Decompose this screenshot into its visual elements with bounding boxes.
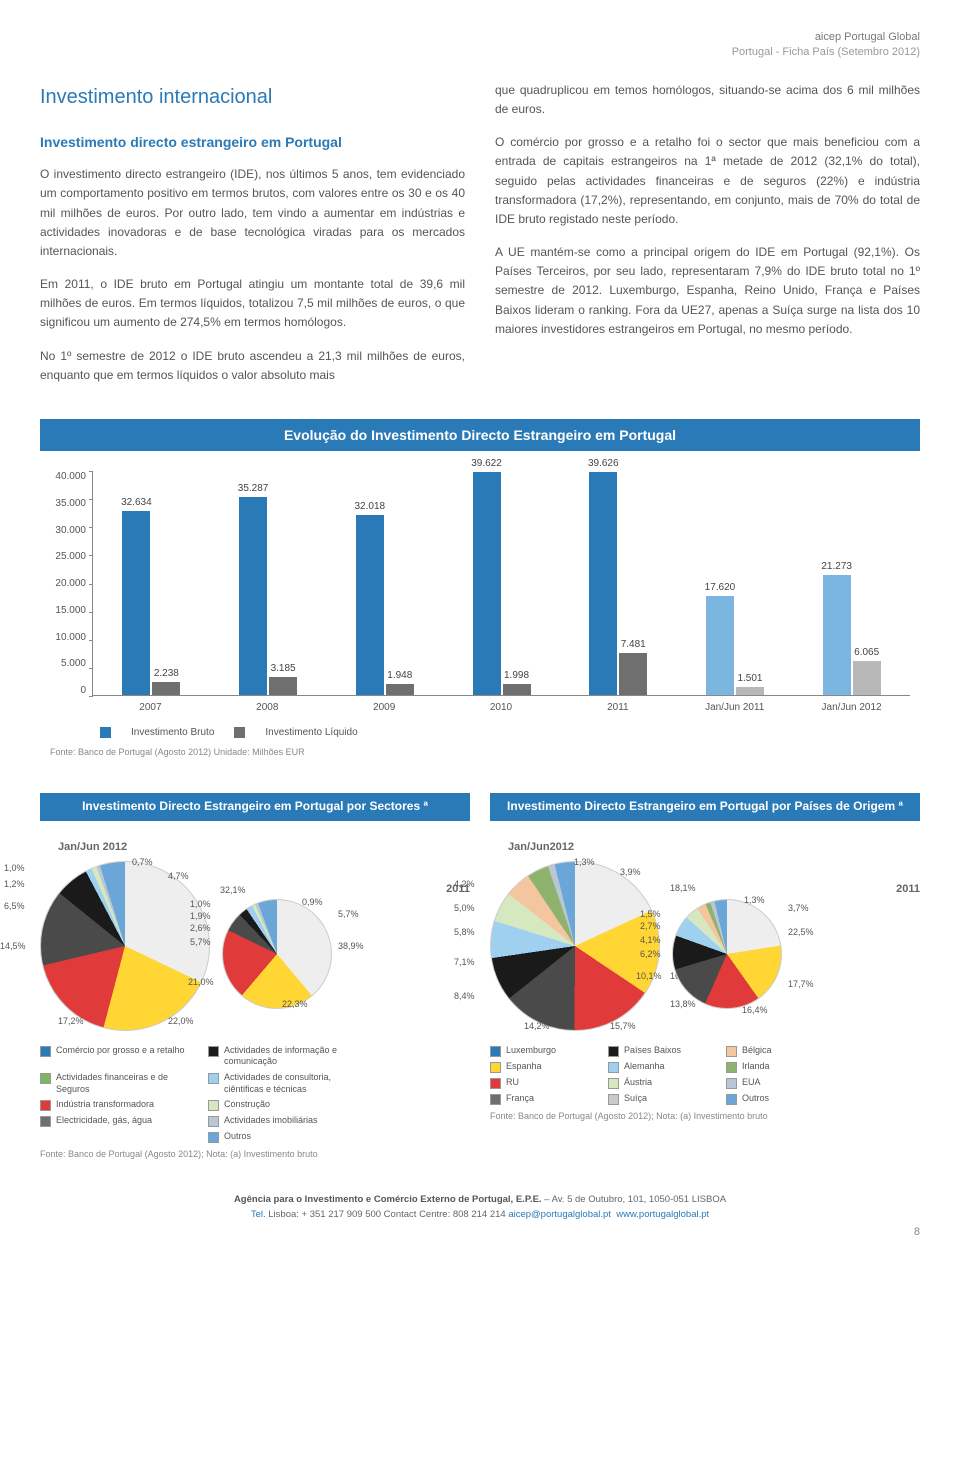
footer-site[interactable]: www.portugalglobal.pt bbox=[616, 1209, 709, 1220]
bar-legend: Investimento BrutoInvestimento Líquido bbox=[100, 727, 910, 741]
legend-countries: LuxemburgoPaíses BaixosBélgicaEspanhaAle… bbox=[490, 1045, 920, 1105]
panel-sectors: Investimento Directo Estrangeiro em Port… bbox=[40, 783, 470, 1169]
panel-source: Fonte: Banco de Portugal (Agosto 2012); … bbox=[40, 1149, 470, 1159]
pie-sectors-2012: 32,1%22,0%17,2%14,5%6,5%1,2%1,0%0,7%4,7% bbox=[40, 861, 210, 1031]
left-column: Investimento internacional Investimento … bbox=[40, 81, 465, 399]
para: No 1º semestre de 2012 o IDE bruto ascen… bbox=[40, 347, 465, 385]
panel-title: Investimento Directo Estrangeiro em Port… bbox=[490, 793, 920, 821]
pie-countries-2011: 22,5%17,7%16,4%13,8%10,1%6,2%4,1%2,7%1,5… bbox=[672, 899, 782, 1009]
footer-tel-label: Tel. bbox=[251, 1209, 266, 1220]
para: Em 2011, o IDE bruto em Portugal atingiu… bbox=[40, 275, 465, 333]
section-title: Investimento internacional bbox=[40, 81, 465, 113]
panel-source: Fonte: Banco de Portugal (Agosto 2012); … bbox=[490, 1111, 920, 1121]
x-axis: 20072008200920102011Jan/Jun 2011Jan/Jun … bbox=[92, 696, 910, 713]
footer-email[interactable]: aicep@portugalglobal.pt bbox=[508, 1209, 611, 1220]
page-footer: Agência para o Investimento e Comércio E… bbox=[40, 1193, 920, 1222]
right-column: que quadruplicou em temos homólogos, sit… bbox=[495, 81, 920, 399]
y-axis: 40.00035.00030.00025.00020.00015.00010.0… bbox=[50, 471, 92, 696]
pie-period: Jan/Jun2012 bbox=[508, 841, 920, 853]
header-line1: aicep Portugal Global bbox=[40, 30, 920, 45]
pie-year: 2011 bbox=[672, 883, 920, 895]
plot-area: 32.6342.23835.2873.18532.0181.94839.6221… bbox=[92, 471, 910, 696]
footer-phones: Lisboa: + 351 217 909 500 Contact Centre… bbox=[266, 1209, 509, 1220]
panel-countries: Investimento Directo Estrangeiro em Port… bbox=[490, 783, 920, 1169]
footer-addr: – Av. 5 de Outubro, 101, 1050-051 LISBOA bbox=[542, 1194, 727, 1205]
para: O comércio por grosso e a retalho foi o … bbox=[495, 133, 920, 229]
chart-source: Fonte: Banco de Portugal (Agosto 2012) U… bbox=[50, 747, 910, 757]
doc-header: aicep Portugal Global Portugal - Ficha P… bbox=[40, 30, 920, 61]
barchart-title: Evolução do Investimento Directo Estrang… bbox=[40, 419, 920, 451]
section-subtitle: Investimento directo estrangeiro em Port… bbox=[40, 131, 465, 153]
para: que quadruplicou em temos homólogos, sit… bbox=[495, 81, 920, 119]
bar-chart: 40.00035.00030.00025.00020.00015.00010.0… bbox=[40, 471, 920, 777]
footer-org: Agência para o Investimento e Comércio E… bbox=[234, 1194, 542, 1205]
page-number: 8 bbox=[40, 1226, 920, 1238]
pie-year: 2011 bbox=[222, 883, 470, 895]
header-line2: Portugal - Ficha País (Setembro 2012) bbox=[40, 45, 920, 60]
legend-sectors: Comércio por grosso e a retalhoActividad… bbox=[40, 1045, 470, 1144]
para: O investimento directo estrangeiro (IDE)… bbox=[40, 165, 465, 261]
pie-sectors-2011: 38,9%22,3%21,0%5,7%2,6%1,9%1,0%0,9%5,7% bbox=[222, 899, 332, 1009]
para: A UE mantém-se como a principal origem d… bbox=[495, 243, 920, 339]
pie-countries-2012: 18,1%16,3%15,7%14,2%8,4%7,1%5,8%5,0%4,2%… bbox=[490, 861, 660, 1031]
pie-period: Jan/Jun 2012 bbox=[58, 841, 470, 853]
panel-title: Investimento Directo Estrangeiro em Port… bbox=[40, 793, 470, 821]
